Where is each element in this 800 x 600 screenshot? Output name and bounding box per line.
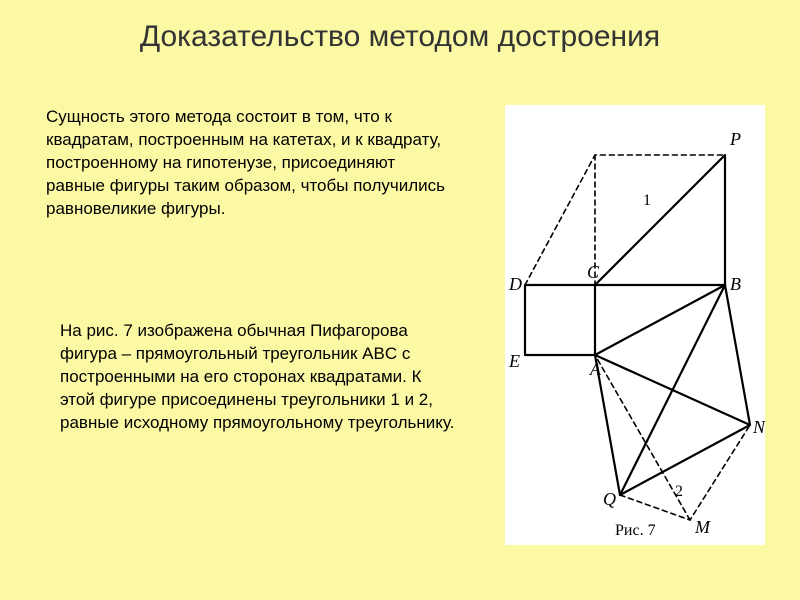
svg-text:A: A [589,359,602,379]
svg-text:E: E [508,351,520,371]
svg-text:P: P [729,129,741,149]
svg-text:2: 2 [675,483,683,500]
svg-text:1: 1 [643,192,651,209]
paragraph-1: Сущность этого метода состоит в том, что… [46,106,446,221]
svg-text:Q: Q [603,489,616,509]
svg-text:N: N [752,417,765,437]
svg-text:B: B [730,274,741,294]
svg-text:D: D [508,274,522,294]
paragraph-2: На рис. 7 изображена обычная Пифагорова … [60,320,460,435]
svg-text:Рис. 7: Рис. 7 [615,522,656,539]
svg-text:M: M [694,517,711,537]
figure-7: P D C B E A N Q M 1 2 Рис. 7 [505,105,765,545]
diagram-svg: P D C B E A N Q M 1 2 Рис. 7 [505,105,765,545]
slide-title: Доказательство методом достроения [0,20,800,54]
svg-text:C: C [587,262,600,282]
